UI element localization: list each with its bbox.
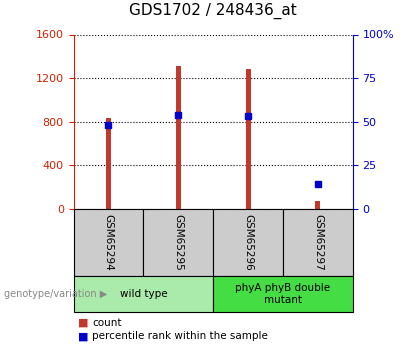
Bar	[213, 209, 283, 276]
Bar	[283, 209, 353, 276]
Bar	[74, 209, 143, 276]
Bar	[246, 69, 250, 209]
Bar	[74, 276, 213, 312]
Bar	[143, 209, 213, 276]
Text: ■: ■	[78, 332, 88, 341]
Text: GDS1702 / 248436_at: GDS1702 / 248436_at	[129, 3, 297, 19]
Text: GSM65295: GSM65295	[173, 214, 183, 271]
Text: GSM65294: GSM65294	[103, 214, 113, 271]
Text: genotype/variation ▶: genotype/variation ▶	[4, 289, 108, 299]
Bar	[176, 66, 181, 209]
Text: GSM65296: GSM65296	[243, 214, 253, 271]
Text: phyA phyB double
mutant: phyA phyB double mutant	[236, 283, 331, 305]
Bar	[315, 200, 320, 209]
Text: percentile rank within the sample: percentile rank within the sample	[92, 332, 268, 341]
Text: count: count	[92, 318, 122, 327]
Bar	[106, 118, 111, 209]
Text: ■: ■	[78, 318, 88, 327]
Text: wild type: wild type	[120, 289, 167, 299]
Bar	[213, 276, 353, 312]
Text: GSM65297: GSM65297	[313, 214, 323, 271]
